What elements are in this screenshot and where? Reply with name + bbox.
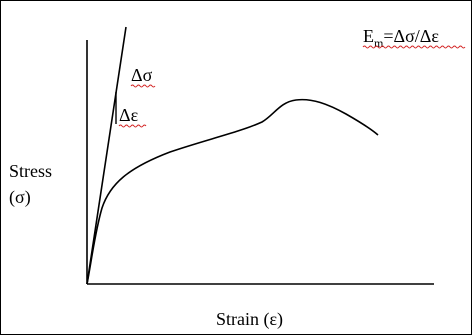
formula-rhs: =Δσ/Δε: [383, 26, 439, 46]
modulus-tangent-line: [86, 26, 127, 285]
y-axis-label-line1: Stress: [9, 161, 52, 181]
delta-sigma-spellcheck-underline: [130, 84, 156, 88]
formula-subscript: m: [374, 36, 384, 50]
delta-epsilon-label: Δε: [119, 105, 139, 125]
delta-epsilon-spellcheck-underline: [118, 124, 147, 128]
stress-strain-curve: [86, 98, 379, 285]
delta-sigma-label: Δσ: [131, 65, 153, 85]
y-axis-label-line2: (σ): [9, 187, 31, 208]
formula-e: E: [363, 26, 374, 46]
modulus-formula: Em=Δσ/Δε: [363, 26, 439, 50]
x-axis-label: Strain (ε): [216, 309, 283, 330]
formula-spellcheck-underline: [362, 45, 466, 49]
